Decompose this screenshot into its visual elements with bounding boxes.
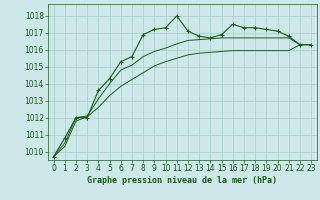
X-axis label: Graphe pression niveau de la mer (hPa): Graphe pression niveau de la mer (hPa) xyxy=(87,176,277,185)
